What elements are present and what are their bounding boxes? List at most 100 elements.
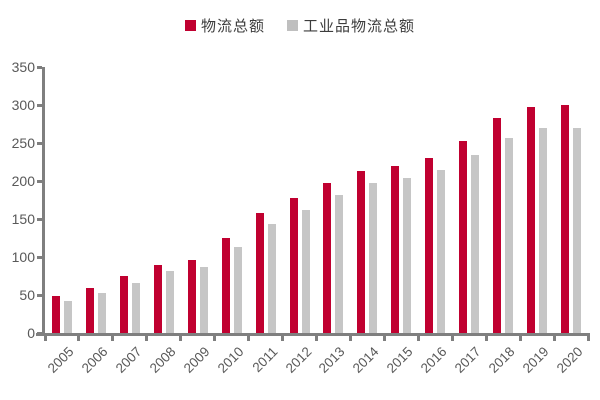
bar-group-2008: [147, 67, 181, 333]
bar-工业品物流总额-2014: [369, 183, 378, 333]
legend-item-industrial: 工业品物流总额: [287, 15, 415, 36]
y-axis-tick-label: 50: [19, 287, 35, 303]
bar-物流总额-2017: [459, 140, 468, 333]
x-axis-tick: [281, 336, 285, 341]
bar-工业品物流总额-2010: [233, 247, 242, 333]
bar-group-2010: [215, 67, 249, 333]
x-axis-tick: [586, 336, 590, 341]
x-axis-tick: [43, 336, 47, 341]
bar-group-2015: [384, 67, 418, 333]
bar-工业品物流总额-2017: [471, 154, 480, 333]
bar-group-2016: [418, 67, 452, 333]
bar-group-2014: [350, 67, 384, 333]
x-axis-label-2010: 2010: [214, 344, 247, 376]
bar-物流总额-2012: [289, 198, 298, 333]
bar-工业品物流总额-2013: [335, 195, 344, 333]
x-axis-tick: [518, 336, 522, 341]
bar-工业品物流总额-2020: [573, 127, 582, 333]
bar-工业品物流总额-2019: [539, 128, 548, 333]
bar-物流总额-2007: [119, 275, 128, 333]
legend-item-total: 物流总额: [184, 15, 265, 36]
bar-工业品物流总额-2008: [165, 271, 174, 333]
legend-swatch-red: [184, 19, 196, 31]
bar-物流总额-2005: [51, 296, 60, 333]
x-axis-tick: [179, 336, 183, 341]
bar-物流总额-2006: [85, 287, 94, 333]
bar-工业品物流总额-2012: [301, 209, 310, 333]
bar-group-2005: [45, 67, 79, 333]
y-axis-tick-label: 150: [11, 211, 35, 227]
x-axis-label-2011: 2011: [249, 344, 281, 376]
bar-工业品物流总额-2015: [403, 177, 412, 333]
bar-物流总额-2016: [425, 158, 434, 333]
chart-legend: 物流总额 工业品物流总额: [0, 14, 600, 36]
y-axis-tick: [37, 293, 42, 297]
y-axis-tick-label: 350: [11, 59, 35, 75]
bar-物流总额-2020: [561, 104, 570, 333]
x-axis-label-2008: 2008: [146, 344, 179, 376]
y-axis-tick-label: 250: [11, 135, 35, 151]
bar-物流总额-2008: [153, 264, 162, 333]
x-axis-tick: [348, 336, 352, 341]
x-axis-tick: [450, 336, 454, 341]
bar-工业品物流总额-2018: [505, 137, 514, 333]
bar-物流总额-2018: [493, 117, 502, 333]
x-axis-tick: [484, 336, 488, 341]
x-axis-tick: [247, 336, 251, 341]
bar-group-2019: [520, 67, 554, 333]
x-axis-label-2017: 2017: [451, 344, 484, 376]
y-axis-tick: [37, 103, 42, 107]
x-axis-label-2009: 2009: [180, 344, 213, 376]
bar-group-2006: [79, 67, 113, 333]
y-axis-tick-label: 300: [11, 97, 35, 113]
y-axis-tick-label: 0: [27, 325, 35, 341]
y-axis-tick: [37, 179, 42, 183]
bar-工业品物流总额-2007: [131, 282, 140, 333]
x-axis-label-2018: 2018: [485, 344, 518, 376]
x-axis-tick: [213, 336, 217, 341]
x-axis-tick: [77, 336, 81, 341]
x-axis-line: [36, 333, 590, 336]
legend-label-industrial: 工业品物流总额: [303, 16, 416, 35]
y-axis-tick: [37, 331, 42, 335]
bar-group-2018: [486, 67, 520, 333]
bar-group-2007: [113, 67, 147, 333]
bar-group-2011: [249, 67, 283, 333]
bar-group-2017: [452, 67, 486, 333]
x-axis-label-2015: 2015: [384, 344, 416, 376]
bar-工业品物流总额-2016: [437, 170, 446, 333]
x-axis-label-2014: 2014: [350, 344, 383, 376]
y-axis-line: [42, 67, 45, 336]
x-axis-tick: [552, 336, 556, 341]
bar-group-2012: [283, 67, 317, 333]
x-axis-tick: [111, 336, 115, 341]
x-axis-label-2006: 2006: [78, 344, 111, 376]
bar-物流总额-2015: [391, 166, 400, 333]
bar-工业品物流总额-2006: [97, 292, 106, 333]
x-axis-label-2019: 2019: [519, 344, 552, 376]
bar-物流总额-2011: [255, 212, 264, 333]
bar-物流总额-2013: [323, 182, 332, 333]
x-axis-label-2007: 2007: [112, 344, 145, 376]
bar-group-2009: [181, 67, 215, 333]
bar-series-container: [45, 67, 588, 333]
legend-label-total: 物流总额: [200, 16, 265, 35]
bar-物流总额-2010: [221, 237, 230, 333]
plot-area: 0 50 100 150 200 250 300 350 2005 2006 2007 2008 200…: [12, 59, 590, 376]
x-axis-tick: [382, 336, 386, 341]
x-axis-tick: [145, 336, 149, 341]
y-axis-tick-label: 100: [11, 249, 35, 265]
x-axis-label-2016: 2016: [418, 344, 450, 376]
bar-物流总额-2009: [187, 259, 196, 333]
x-axis-tick: [315, 336, 318, 341]
bar-工业品物流总额-2005: [63, 300, 72, 333]
bar-工业品物流总额-2011: [267, 223, 276, 333]
y-axis-tick-label: 200: [11, 173, 35, 189]
y-axis-tick: [37, 65, 42, 69]
x-axis-label-2020: 2020: [553, 344, 586, 376]
bar-工业品物流总额-2009: [199, 266, 208, 333]
bar-group-2013: [317, 67, 351, 333]
x-axis-tick: [416, 336, 420, 341]
y-axis-tick: [37, 217, 42, 221]
y-axis-tick: [37, 141, 42, 145]
